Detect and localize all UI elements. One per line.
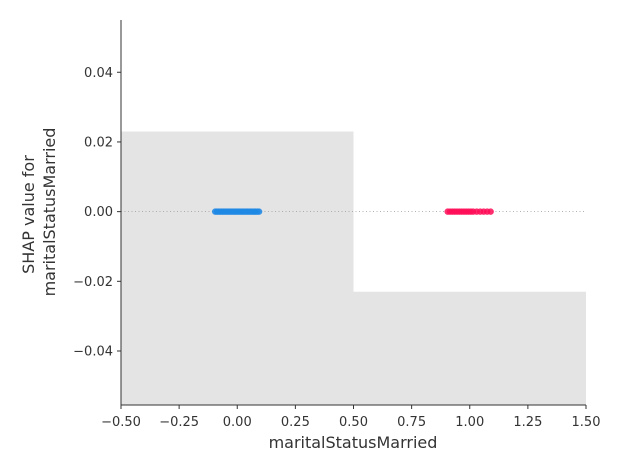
background-bar-0 <box>121 131 354 405</box>
x-tick-label-0: −0.50 <box>101 415 141 430</box>
x-tick-label-8: 1.50 <box>572 415 601 430</box>
y-tick-label-3: 0.02 <box>84 135 113 150</box>
x-tick-label-7: 1.25 <box>513 415 542 430</box>
background-bar-1 <box>353 291 586 405</box>
y-axis-label: SHAP value for maritalStatusMarried <box>19 128 59 297</box>
data-point-1-16 <box>487 208 494 215</box>
y-tick-label-4: 0.04 <box>84 66 113 81</box>
x-tick-label-1: −0.25 <box>159 415 199 430</box>
x-tick-label-3: 0.25 <box>281 415 310 430</box>
y-axis-label-line-2: maritalStatusMarried <box>40 128 59 297</box>
y-tick-label-0: −0.04 <box>73 344 113 359</box>
x-tick-label-2: 0.00 <box>223 415 252 430</box>
data-points <box>211 208 494 215</box>
x-tick-label-5: 0.75 <box>397 415 426 430</box>
y-axis-label-line-1: SHAP value for <box>19 155 38 274</box>
y-tick-label-2: 0.00 <box>84 205 113 220</box>
x-axis-ticks: −0.50 −0.25 0.00 0.25 0.50 0.75 1.00 1.25 1.50 <box>101 405 600 430</box>
y-axis-ticks: −0.04 −0.02 0.00 0.02 0.04 <box>73 66 121 359</box>
data-point-0-27 <box>255 208 263 215</box>
y-tick-label-1: −0.02 <box>73 275 113 290</box>
x-tick-label-6: 1.00 <box>455 415 484 430</box>
x-axis-label: maritalStatusMarried <box>269 433 438 452</box>
x-tick-label-4: 0.50 <box>339 415 368 430</box>
background-histogram <box>121 131 586 405</box>
